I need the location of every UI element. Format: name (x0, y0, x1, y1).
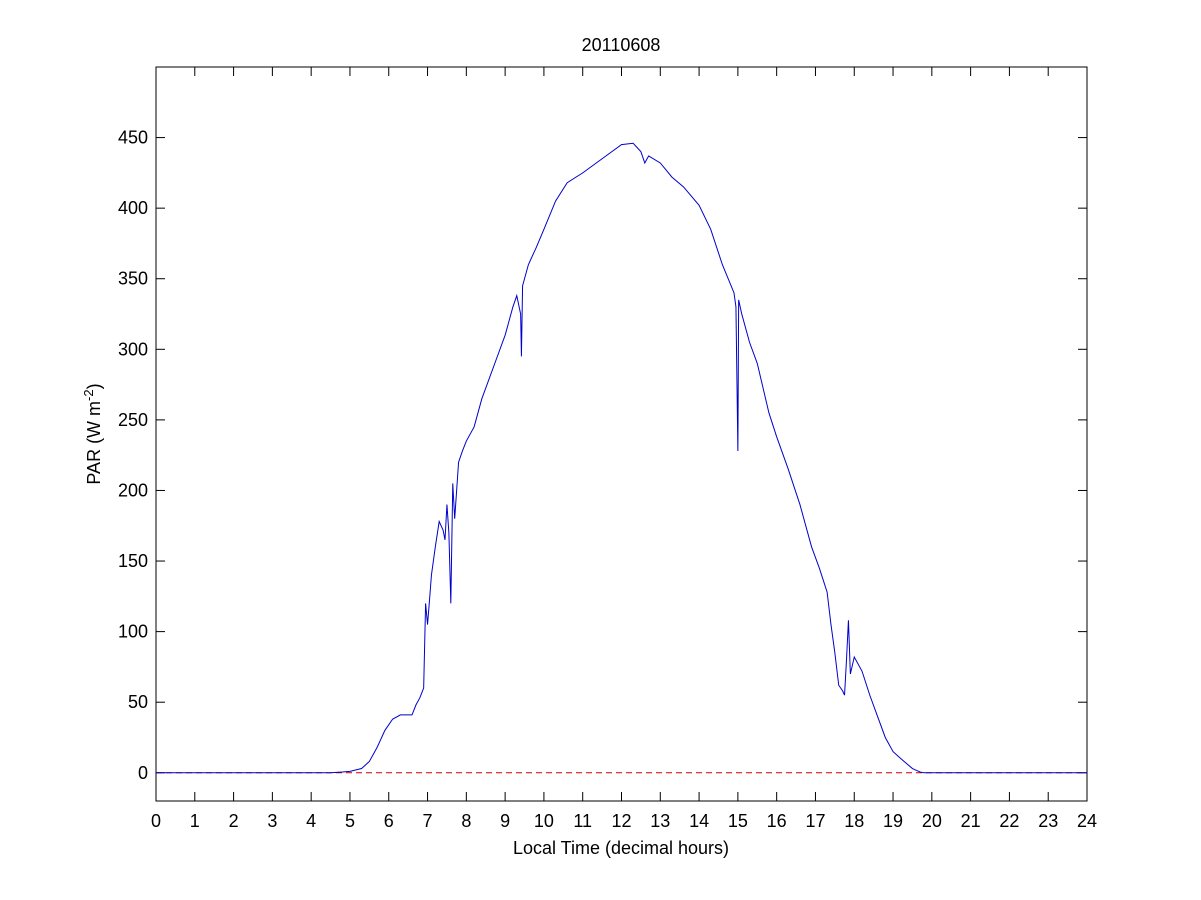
x-tick-label: 7 (423, 811, 433, 831)
y-tick-label: 200 (118, 480, 148, 500)
x-tick-label: 4 (306, 811, 316, 831)
y-label-main: PAR (W m (84, 401, 104, 485)
x-tick-label: 12 (611, 811, 631, 831)
x-tick-label: 17 (805, 811, 825, 831)
x-axis-label: Local Time (decimal hours) (513, 838, 729, 858)
y-label-sup: -2 (81, 389, 96, 401)
x-tick-label: 13 (650, 811, 670, 831)
x-tick-label: 23 (1038, 811, 1058, 831)
y-tick-label: 0 (138, 763, 148, 783)
y-tick-label: 250 (118, 410, 148, 430)
y-label-end: ) (84, 383, 104, 389)
x-tick-label: 15 (728, 811, 748, 831)
x-tick-label: 20 (922, 811, 942, 831)
x-tick-label: 11 (573, 811, 592, 831)
x-tick-label: 10 (534, 811, 554, 831)
x-tick-label: 5 (345, 811, 355, 831)
x-tick-label: 16 (767, 811, 787, 831)
x-tick-label: 0 (151, 811, 161, 831)
x-tick-label: 24 (1077, 811, 1097, 831)
x-tick-label: 6 (384, 811, 394, 831)
y-tick-label: 50 (128, 692, 148, 712)
y-tick-label: 450 (118, 128, 148, 148)
y-tick-label: 150 (118, 551, 148, 571)
y-tick-label: 300 (118, 339, 148, 359)
x-tick-label: 14 (689, 811, 709, 831)
y-tick-label: 350 (118, 269, 148, 289)
x-tick-label: 8 (461, 811, 471, 831)
x-tick-label: 22 (999, 811, 1019, 831)
x-tick-label: 18 (844, 811, 864, 831)
x-tick-label: 21 (961, 811, 981, 831)
x-tick-label: 1 (190, 811, 200, 831)
x-tick-label: 2 (229, 811, 239, 831)
y-axis-label: PAR (W m-2) (81, 383, 104, 484)
data-line (156, 142, 1087, 774)
x-tick-label: 3 (267, 811, 277, 831)
y-tick-label: 400 (118, 198, 148, 218)
y-tick-label: 100 (118, 622, 148, 642)
x-tick-label: 9 (500, 811, 510, 831)
chart-title: 20110608 (582, 35, 661, 55)
x-tick-label: 19 (883, 811, 903, 831)
